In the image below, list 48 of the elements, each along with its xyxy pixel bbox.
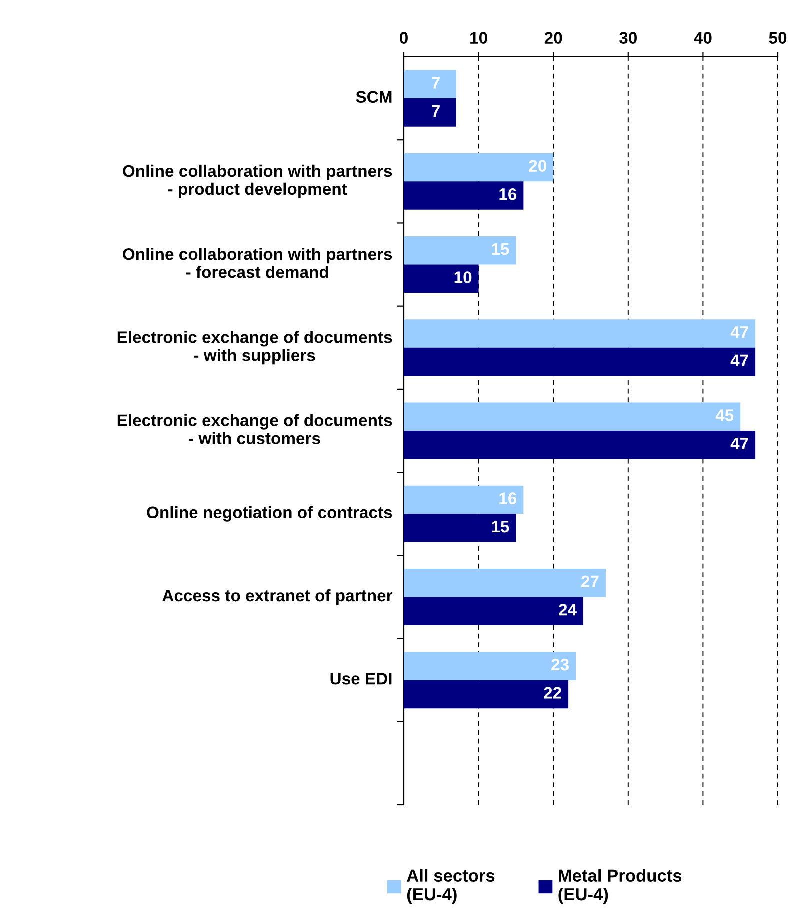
- data-label: 23: [552, 658, 569, 671]
- bar: [404, 486, 524, 514]
- data-label: 16: [500, 492, 517, 504]
- x-tick-label: 50: [769, 32, 787, 44]
- data-label: 47: [730, 326, 748, 338]
- data-label: 22: [544, 687, 562, 699]
- bar: [404, 680, 569, 709]
- y-tick-label: Electronic exchange of documents - with customers: [118, 414, 392, 444]
- y-tick-label: Online collaboration with partners - forecast demand: [123, 248, 392, 278]
- x-tick-label: 10: [470, 32, 488, 44]
- x-tick-label: 30: [620, 32, 637, 44]
- legend-label: Metal Products (EU-4): [558, 869, 682, 904]
- bar: [404, 182, 524, 210]
- bar: [404, 236, 516, 265]
- bar: [404, 514, 516, 542]
- data-label: 47: [730, 438, 748, 450]
- y-tick-label: Electronic exchange of documents - with suppliers: [118, 331, 392, 365]
- bar: [404, 153, 554, 182]
- legend-label: All sectors (EU-4): [407, 869, 495, 904]
- bar: [404, 320, 756, 348]
- bar: [404, 70, 456, 99]
- y-tick-label: Online negotiation of contracts: [147, 506, 392, 522]
- bar: [404, 568, 606, 598]
- data-label: 27: [582, 576, 599, 588]
- data-label: 20: [529, 160, 546, 172]
- y-tick-label: Online collaboration with partners - product development: [123, 164, 392, 198]
- bar: [404, 402, 741, 431]
- y-tick-label: Access to extranet of partner: [162, 589, 393, 605]
- data-label: 47: [730, 354, 748, 366]
- y-tick-label: Use EDI: [330, 673, 392, 685]
- bar: [404, 597, 584, 626]
- bar: [404, 431, 756, 460]
- x-tick-label: 40: [694, 32, 712, 44]
- data-label: 15: [492, 521, 510, 533]
- data-label: 15: [492, 243, 510, 256]
- data-label: 24: [559, 604, 577, 616]
- data-label: 7: [432, 77, 440, 89]
- y-tick-label: SCM: [356, 91, 392, 104]
- bar: [404, 264, 479, 294]
- bar: [404, 98, 456, 127]
- bar: [404, 348, 756, 376]
- x-tick-label: 20: [544, 32, 562, 44]
- x-tick-label: 0: [400, 32, 408, 44]
- bar: [404, 652, 576, 680]
- data-label: 45: [716, 410, 734, 422]
- data-label: 16: [500, 188, 517, 200]
- data-label: 7: [432, 106, 440, 117]
- data-label: 10: [454, 272, 472, 284]
